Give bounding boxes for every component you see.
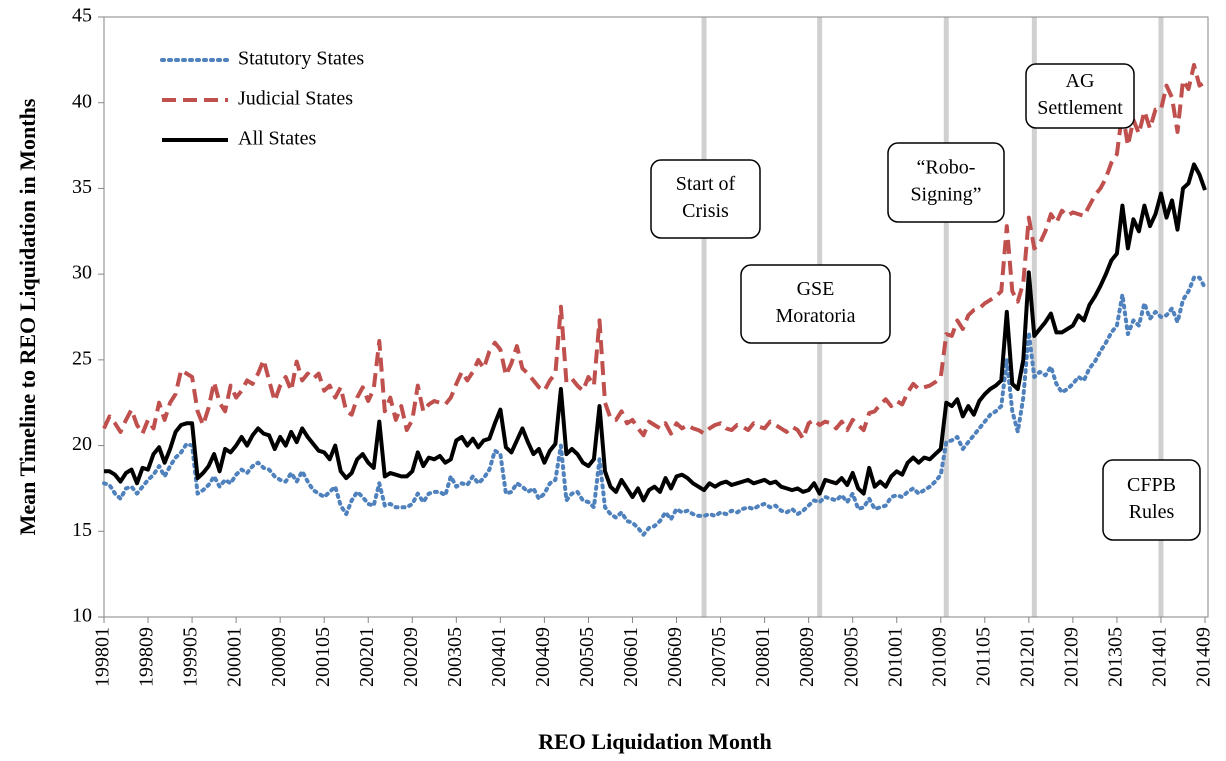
plot-frame xyxy=(103,16,1209,618)
annotation-text: AG xyxy=(1066,70,1095,92)
x-tick-label: 201409 xyxy=(1193,627,1215,687)
x-tick-label: 200009 xyxy=(268,627,290,687)
y-tick-label: 35 xyxy=(72,176,92,198)
x-tick-label: 200305 xyxy=(444,627,466,687)
y-tick-label: 40 xyxy=(72,90,92,112)
x-tick-label: 200601 xyxy=(620,627,642,687)
y-tick-label: 45 xyxy=(72,5,92,27)
x-tick-label: 200809 xyxy=(796,627,818,687)
annotation-text: GSE xyxy=(797,278,835,300)
x-tick-label: 199809 xyxy=(136,627,158,687)
legend-label: All States xyxy=(238,128,317,150)
series-line xyxy=(102,63,1207,441)
x-tick-label: 200105 xyxy=(312,627,334,687)
x-tick-label: 200209 xyxy=(400,627,422,687)
x-tick-label: 200401 xyxy=(488,627,510,687)
x-tick-label: 200905 xyxy=(840,627,862,687)
annotation-text: “Robo- xyxy=(917,157,976,179)
legend-label: Statutory States xyxy=(238,48,364,70)
y-tick-label: 30 xyxy=(72,262,92,284)
x-tick-label: 199801 xyxy=(92,627,114,687)
x-tick-label: 201305 xyxy=(1105,627,1127,687)
annotation-text: Moratoria xyxy=(776,305,856,327)
x-tick-label: 201009 xyxy=(928,627,950,687)
x-tick-label: 201001 xyxy=(884,627,906,687)
x-tick-label: 200801 xyxy=(752,627,774,687)
y-tick-label: 15 xyxy=(72,519,92,541)
y-tick-label: 20 xyxy=(72,433,92,455)
annotation-text: Rules xyxy=(1129,501,1175,523)
x-tick-label: 200609 xyxy=(664,627,686,687)
annotation-text: Start of xyxy=(676,173,736,195)
x-tick-label: 201401 xyxy=(1149,627,1171,687)
annotation-text: Crisis xyxy=(682,200,729,222)
x-tick-label: 200505 xyxy=(576,627,598,687)
x-axis-title: REO Liquidation Month xyxy=(538,729,772,754)
x-tick-label: 201209 xyxy=(1060,627,1082,687)
x-tick-label: 200409 xyxy=(532,627,554,687)
x-tick-label: 200001 xyxy=(224,627,246,687)
legend-label: Judicial States xyxy=(238,88,353,110)
annotation-text: Signing” xyxy=(910,184,981,206)
x-tick-label: 200705 xyxy=(708,627,730,687)
annotation-box xyxy=(1025,63,1135,129)
series-line xyxy=(104,162,1207,503)
annotation-box xyxy=(887,142,1005,223)
annotation-box xyxy=(740,264,891,344)
x-tick-label: 200201 xyxy=(356,627,378,687)
x-tick-label: 201201 xyxy=(1016,627,1038,687)
x-tick-label: 201105 xyxy=(972,627,994,686)
y-axis-title: Mean Timeline to REO Liquidation in Mont… xyxy=(15,98,40,535)
x-tick-label: 199905 xyxy=(180,627,202,687)
annotation-text: Settlement xyxy=(1037,97,1123,119)
series-line xyxy=(102,275,1207,537)
annotation-text: CFPB xyxy=(1127,474,1176,496)
y-tick-label: 25 xyxy=(72,347,92,369)
y-tick-label: 10 xyxy=(72,605,92,627)
annotation-box xyxy=(650,159,761,239)
annotation-box xyxy=(1102,459,1201,541)
